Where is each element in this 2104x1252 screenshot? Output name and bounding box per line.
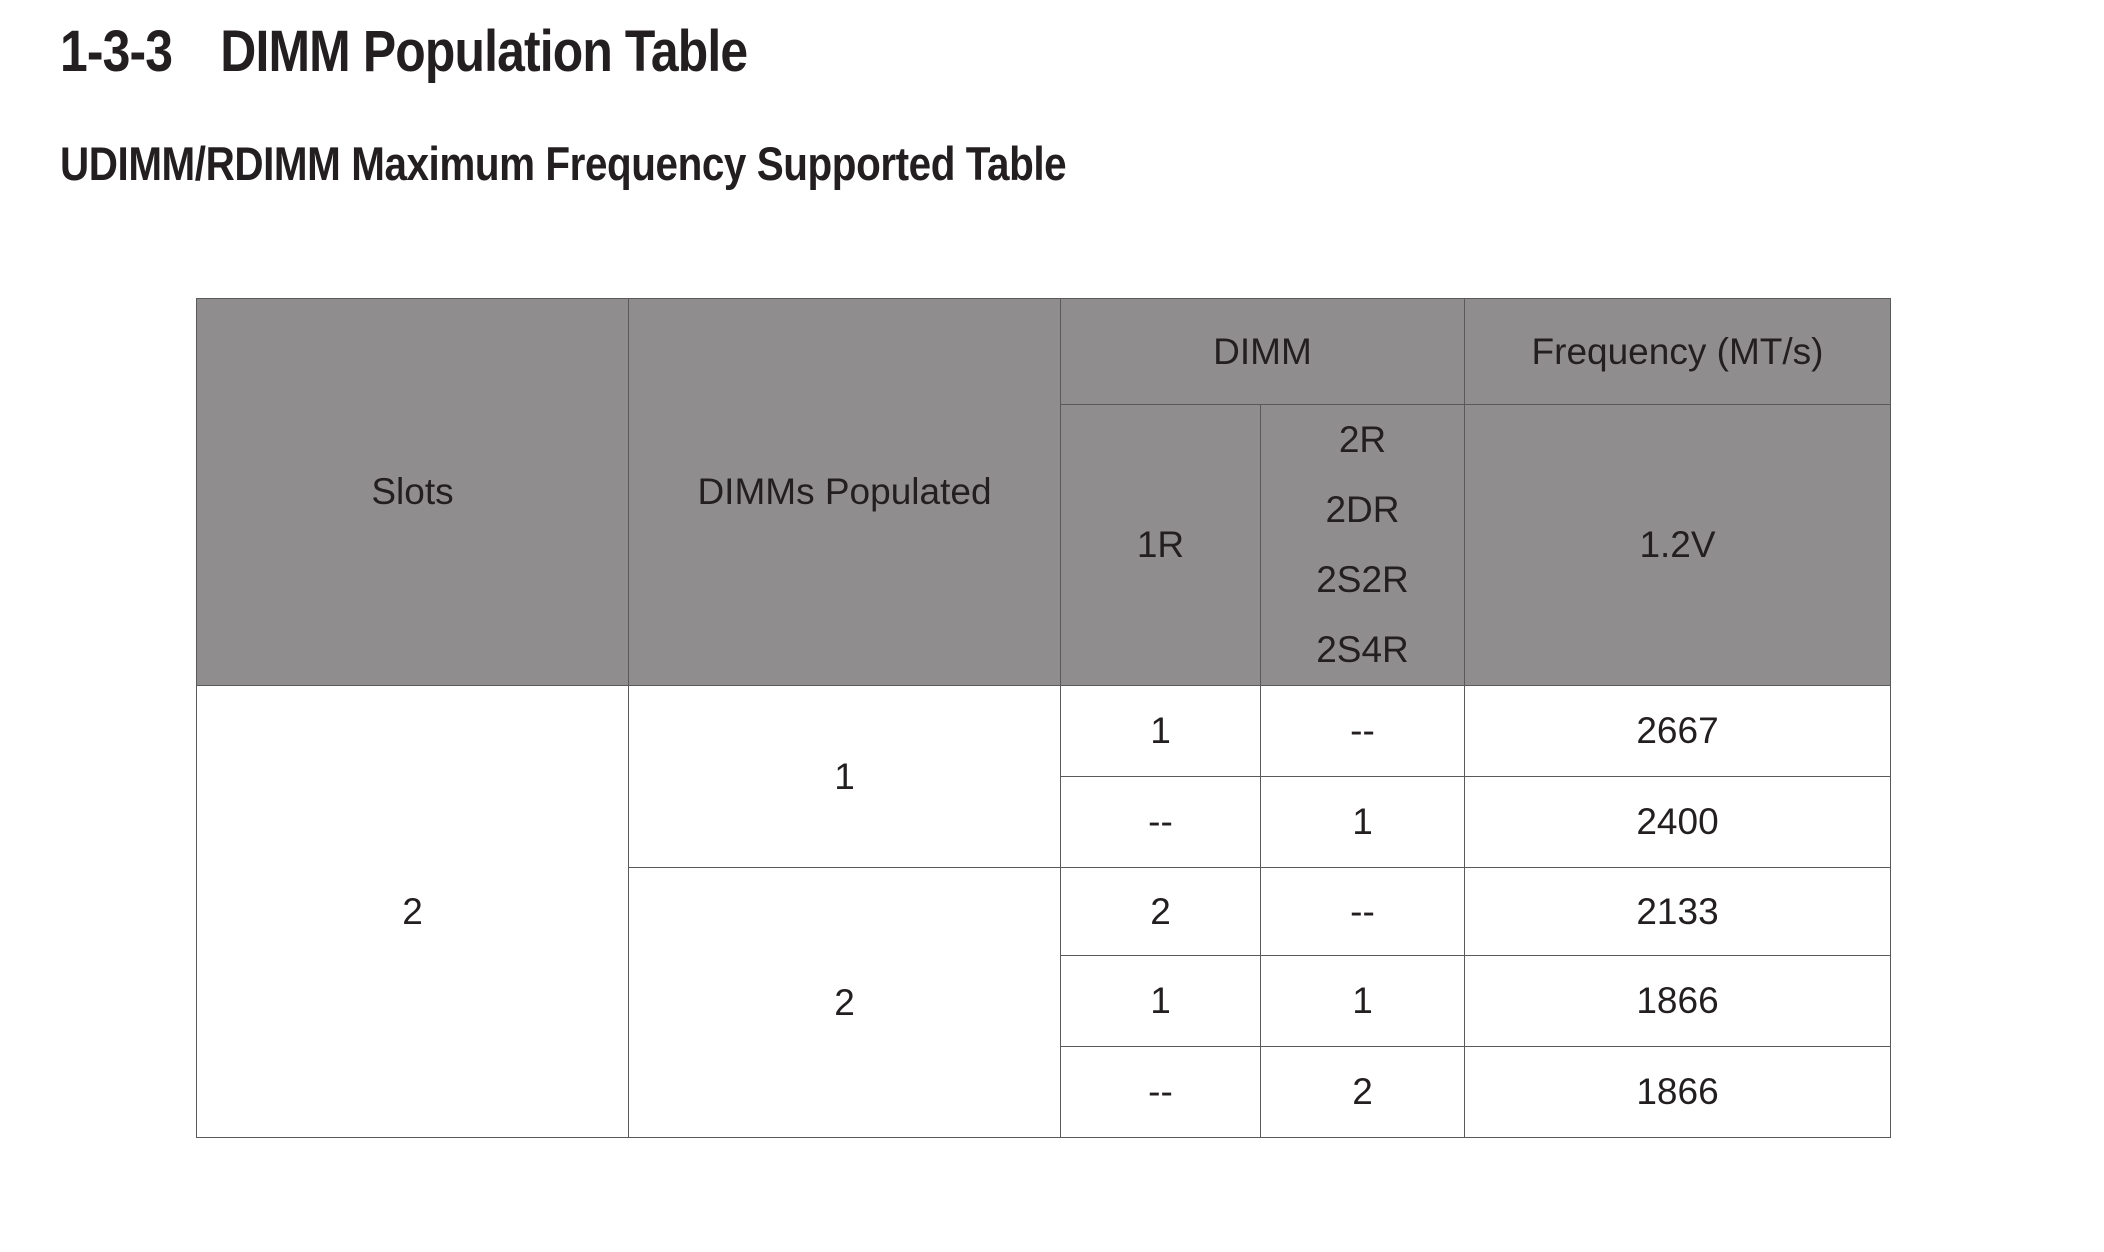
table-row: 1 1 1866 [197, 955, 1891, 1047]
rank-1r-cell: -- [1060, 1046, 1261, 1138]
table-row: 2 1 1 -- 2667 [196, 685, 1891, 1138]
header-dimm: DIMM [1060, 298, 1465, 405]
section-number: 1-3-3 [60, 19, 173, 84]
header-dimms-populated: DIMMs Populated [628, 298, 1061, 686]
header-row-bottom: 1R 2R 2DR 2S2R 2S4R 1.2V [197, 404, 1891, 686]
rank-multi-cell: 2 [1260, 1046, 1465, 1138]
table-row: 2 2 -- 2133 [197, 867, 1891, 1138]
table-caption: UDIMM/RDIMM Maximum Frequency Supported … [60, 137, 1067, 190]
populated-cell: 2 [628, 867, 1061, 1138]
header-frequency: Frequency (MT/s) [1464, 298, 1891, 405]
rank-1r-cell: 1 [1060, 685, 1261, 777]
rank-2s4r: 2S4R [1316, 629, 1409, 670]
rank-multi-cell: -- [1260, 685, 1465, 777]
header-rank-1r: 1R [1060, 404, 1261, 686]
rank-2s2r: 2S2R [1316, 559, 1409, 600]
rank-multi-cell: 1 [1260, 776, 1465, 868]
rank-multi-cell: -- [1260, 867, 1465, 956]
section-heading: 1-3-3 DIMM Population Table [60, 18, 748, 85]
populated-cell: 1 [628, 685, 1061, 868]
table-row: -- 1 2400 [197, 776, 1891, 868]
header-row-top: Slots DIMMs Populated DIMM Frequency (MT… [196, 298, 1891, 686]
rank-2dr: 2DR [1325, 489, 1400, 530]
rank-1r-cell: 2 [1060, 867, 1261, 956]
header-slots: Slots [196, 298, 629, 686]
frequency-table: Slots DIMMs Populated DIMM Frequency (MT… [196, 298, 1891, 1138]
frequency-cell: 2667 [1464, 685, 1891, 777]
frequency-cell: 1866 [1464, 955, 1891, 1047]
rank-1r-cell: -- [1060, 776, 1261, 868]
header-rank-multi: 2R 2DR 2S2R 2S4R [1260, 404, 1465, 686]
rank-1r-cell: 1 [1060, 955, 1261, 1047]
rank-2r: 2R [1338, 419, 1387, 460]
slots-cell: 2 [196, 685, 629, 1138]
frequency-cell: 1866 [1464, 1046, 1891, 1138]
rank-multi-cell: 1 [1260, 955, 1465, 1047]
section-title: DIMM Population Table [220, 19, 748, 84]
table-row: -- 2 1866 [197, 1046, 1891, 1138]
frequency-cell: 2133 [1464, 867, 1891, 956]
frequency-cell: 2400 [1464, 776, 1891, 868]
header-voltage: 1.2V [1464, 404, 1891, 686]
